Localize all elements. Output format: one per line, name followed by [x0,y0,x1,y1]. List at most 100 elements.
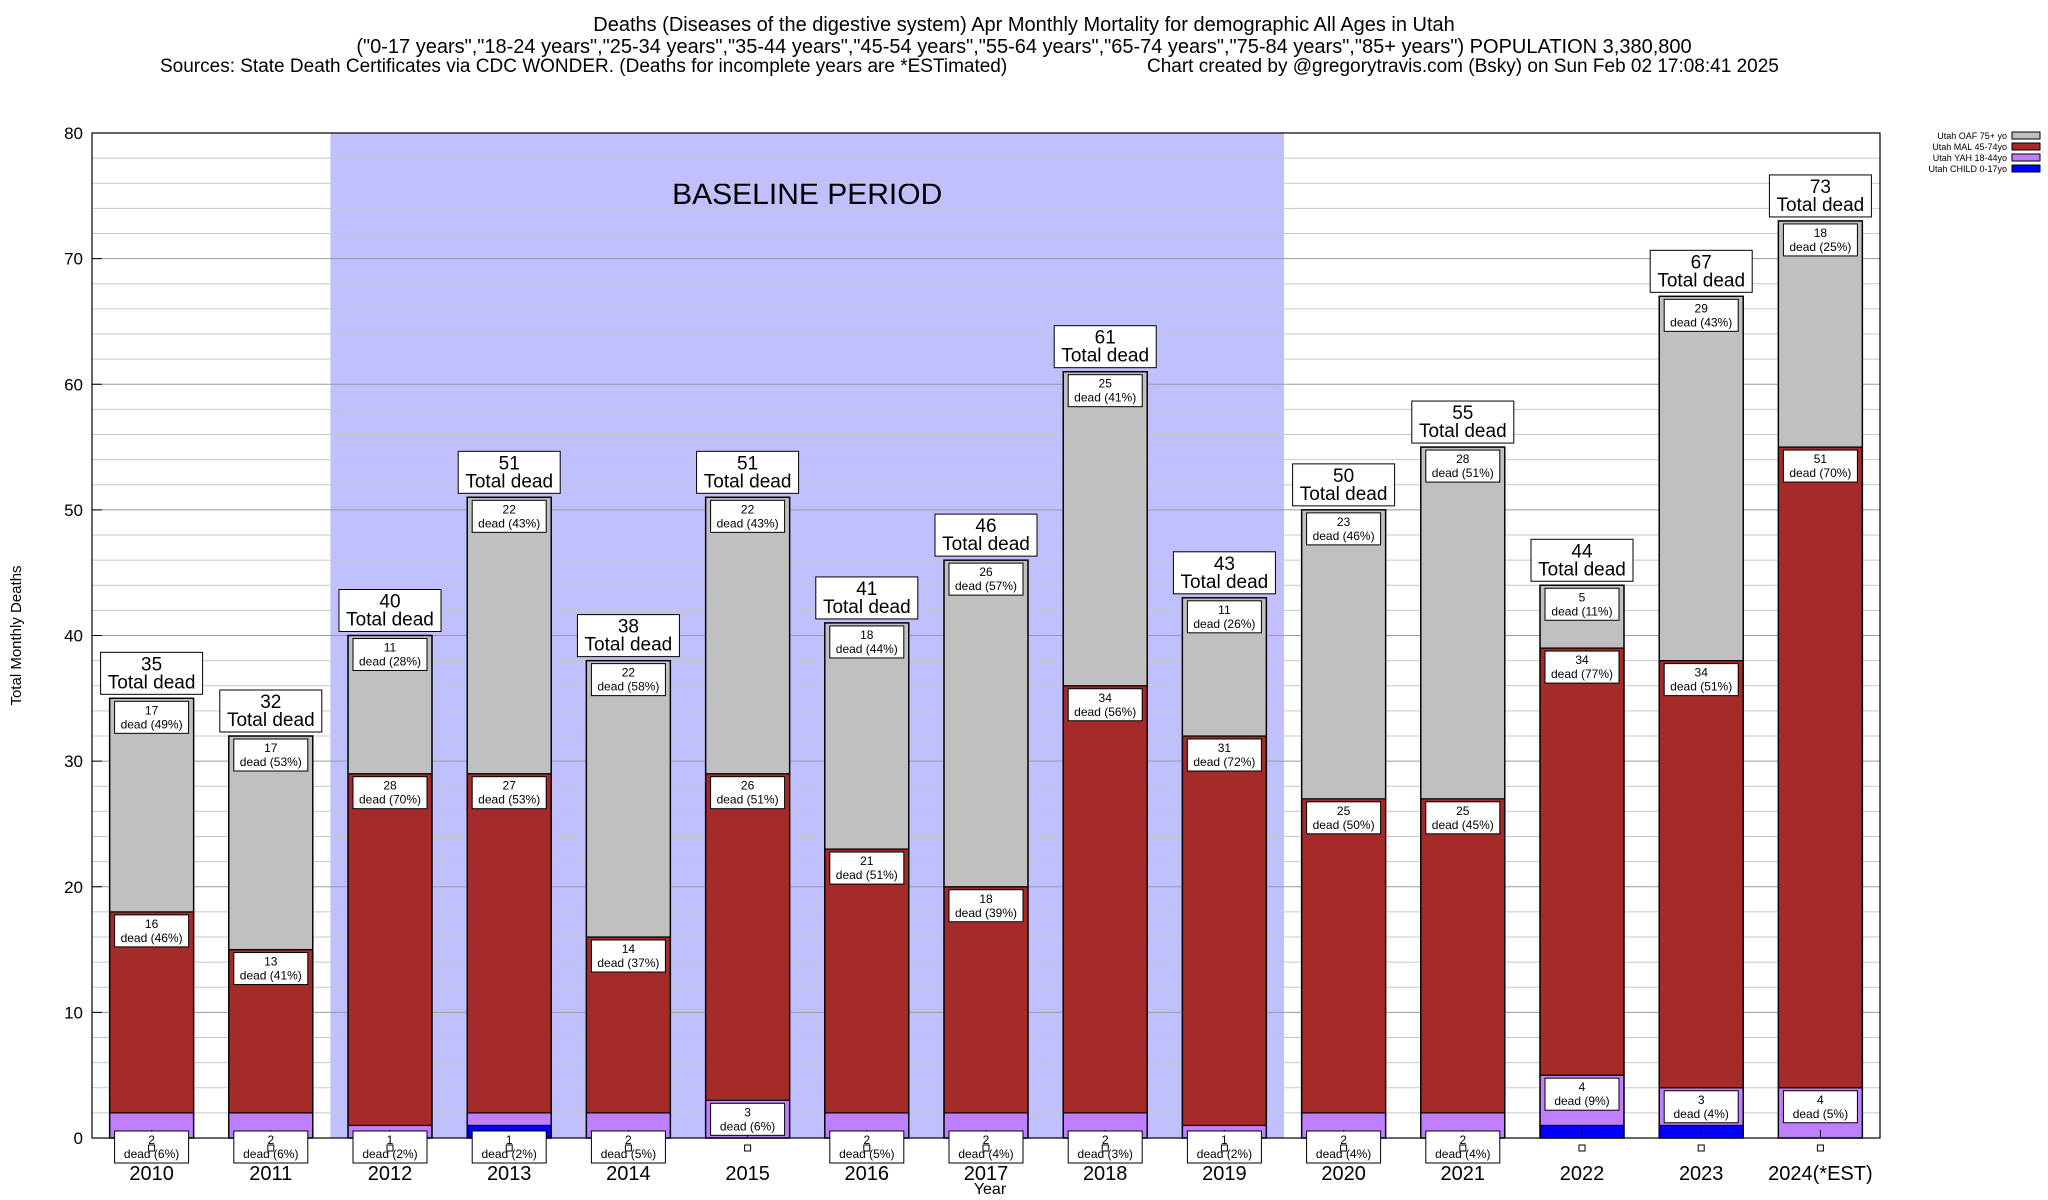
bar-segment [824,848,910,1114]
child-marker [1340,1144,1348,1152]
legend-label: Utah MAL 45-74yo [1932,142,2007,152]
segment-label-box [1782,223,1858,257]
segment-label-box [352,638,428,671]
total-label-box [1530,538,1634,582]
segment-label-count: 3 [1698,1093,1705,1107]
x-tick-label: 2024(*EST) [1768,1163,1873,1185]
legend-label: Utah CHILD 0-17yo [1928,164,2007,174]
total-label-box [457,450,561,494]
total-label-box [1411,400,1515,444]
legend-swatch [2011,153,2041,162]
child-marker [386,1144,394,1152]
legend-label: Utah YAH 18-44yo [1933,153,2007,163]
segment-label-pct: dead (70%) [359,793,421,807]
x-tick-label: 2010 [129,1163,174,1185]
segment-label-pct: dead (9%) [1554,1094,1609,1108]
total-label-text: Total dead [704,471,792,492]
legend-swatch [2011,164,2041,173]
y-tick-label: 50 [64,501,83,520]
bar-segment [585,660,672,938]
segment-label-box [352,776,428,810]
segment-label-count: 1 [506,1133,513,1147]
segment-label-count: 25 [1337,804,1351,818]
chart-sources: Sources: State Death Certificates via CD… [160,56,1008,77]
x-tick-label: 2018 [1083,1163,1128,1185]
chart-title: Deaths (Diseases of the digestive system… [593,14,1455,36]
x-tick-label: 2017 [964,1163,1009,1185]
segment-label-count: 18 [1814,226,1828,240]
x-tick-label: 2019 [1202,1163,1247,1185]
bar-segment [347,773,433,1127]
child-marker [1578,1144,1586,1152]
total-label-text: Total dead [823,597,911,618]
x-tick-label: 2014 [606,1163,651,1185]
bar-segment [466,773,552,1114]
segment-label-pct: dead (51%) [1432,466,1494,480]
segment-label-count: 1 [387,1133,394,1147]
chart-credit: Chart created by @gregorytravis.com (Bsk… [1147,56,1779,77]
segment-label-count: 1 [1221,1133,1228,1147]
segment-label-count: 14 [622,942,636,956]
bar-segment [1300,509,1387,800]
total-label-value: 41 [856,579,877,600]
bar-segment [824,622,910,850]
segment-label-box [948,889,1024,923]
total-label-box [696,450,800,494]
segment-label-box [1306,801,1382,835]
bar-segment [1658,660,1744,1089]
segment-label-pct: dead (44%) [836,642,898,656]
segment-label-box [1186,600,1262,634]
total-label-text: Total dead [1538,559,1626,580]
child-marker [505,1144,513,1152]
segment-label-count: 2 [1340,1133,1347,1147]
bar-segment [1181,735,1268,1127]
segment-label-pct: dead (4%) [958,1147,1013,1161]
legend-label: Utah OAF 75+ yo [1937,131,2007,141]
segment-label-box [1544,587,1620,621]
segment-label-pct: dead (3%) [1078,1147,1133,1161]
segment-label-count: 29 [1695,301,1709,315]
segment-label-box [233,952,309,986]
chart-subtitle: ("0-17 years","18-24 years","25-34 years… [356,36,1692,58]
total-label-value: 51 [499,453,520,474]
segment-label-count: 5 [1579,590,1586,604]
total-label-text: Total dead [1777,195,1865,216]
child-marker [1220,1144,1228,1152]
bar-segment [704,773,791,1101]
segment-label-pct: dead (58%) [597,680,659,694]
segment-label-pct: dead (37%) [597,956,659,970]
segment-label-pct: dead (70%) [1789,466,1851,480]
child-marker [1697,1144,1705,1152]
y-tick-label: 40 [64,627,83,646]
bar-segment [1539,647,1625,1076]
segment-label-count: 22 [741,502,755,516]
total-label-value: 40 [379,592,400,613]
x-tick-label: 2023 [1679,1163,1724,1185]
bar-segment [1062,371,1148,687]
total-label-text: Total dead [227,710,315,731]
child-marker [148,1144,156,1152]
segment-label-pct: dead (50%) [1313,818,1375,832]
bar-segment [228,735,314,951]
bar-segment [1300,798,1387,1114]
total-label-value: 51 [737,453,758,474]
y-tick-label: 60 [64,375,83,394]
total-label-value: 73 [1810,177,1831,198]
child-marker [1101,1144,1109,1152]
total-label-box [576,614,680,658]
segment-label-count: 23 [1337,515,1351,529]
y-tick-label: 70 [64,250,83,269]
segment-label-box [710,1102,786,1136]
bar-segment [704,496,791,775]
segment-label-count: 22 [622,666,636,680]
total-label-text: Total dead [942,534,1030,555]
segment-label-pct: dead (51%) [717,793,779,807]
segment-label-pct: dead (6%) [243,1147,298,1161]
segment-label-box [1544,1077,1620,1111]
total-label-box [219,689,323,733]
segment-label-pct: dead (6%) [124,1147,179,1161]
segment-label-box [1663,298,1739,332]
total-label-text: Total dead [1300,484,1388,505]
total-label-text: Total dead [346,610,434,631]
legend-swatch [2011,131,2041,140]
